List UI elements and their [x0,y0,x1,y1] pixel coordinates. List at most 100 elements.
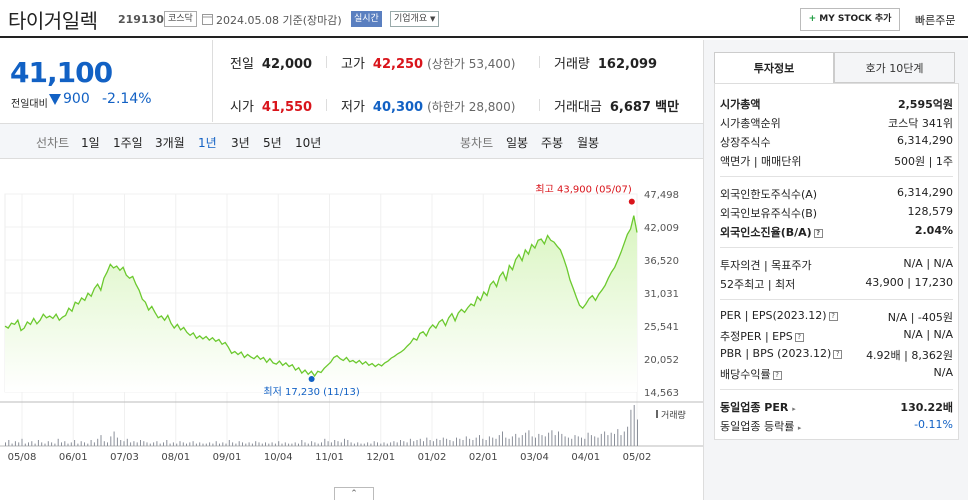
chevron-right-icon[interactable]: ▸ [792,405,796,413]
volume-bar [41,442,43,446]
period-5y[interactable]: 5년 [263,136,282,150]
y-tick-label: 36,520 [644,256,679,267]
volume-bar [212,443,214,446]
stat-value: 162,099 [597,57,658,72]
volume-bar [432,441,434,446]
candle-monthly[interactable]: 월봉 [577,136,600,150]
volume-bar [377,442,378,446]
fast-order-link[interactable]: 빠른주문 [915,14,956,27]
volume-bar [21,438,23,446]
volume-bar [47,441,49,446]
row-market-cap: 시가총액 2,595억원 [720,96,953,114]
row-label: 외국인소진율(B/A)? [720,224,823,240]
company-overview-dropdown[interactable]: 기업개요 ▼ [390,11,440,27]
help-icon[interactable]: ? [794,332,804,342]
stat-volume: 거래량 162,099 [554,53,657,72]
help-icon[interactable]: ? [833,349,843,359]
collapse-toggle[interactable]: ⌃ [334,487,374,500]
volume-bar [495,438,497,446]
volume-bar [360,443,362,446]
company-overview-label: 기업개요 [394,14,428,24]
upper-limit: (상한가 53,400) [427,57,516,71]
candle-weekly[interactable]: 주봉 [541,136,564,150]
volume-bar [57,438,59,446]
volume-bar [176,443,178,446]
volume-bar [248,442,250,446]
volume-bar [363,443,365,446]
row-value: 코스닥 341위 [888,117,953,130]
row-label: 투자의견 | 목표주가 [720,259,812,272]
tab-orderbook[interactable]: 호가 10단계 [834,52,955,83]
period-1d[interactable]: 1일 [81,136,100,150]
volume-bar [97,438,99,446]
divider [326,56,327,68]
stat-value: 42,250 [372,57,424,72]
chart-period-bar: 선차트 1일 1주일 3개월 1년 3년 5년 10년 봉차트 일봉 주봉 월봉 [0,123,703,159]
volume-bar [353,443,355,446]
volume-bar [209,442,211,446]
volume-bar [255,441,257,446]
row-sector-rate: 동일업종 등락률 ▸ -0.11% [720,418,953,436]
y-tick-label: 14,563 [644,388,679,399]
row-cap-rank: 시가총액순위 코스닥 341위 [720,115,953,133]
candle-daily[interactable]: 일봉 [506,136,529,150]
volume-bar [620,435,622,446]
stat-label: 시가 [230,100,254,115]
volume-bar [502,431,503,446]
volume-bar [604,431,606,446]
period-1w[interactable]: 1주일 [113,136,143,150]
volume-bar [396,442,398,446]
volume-bar [225,443,227,446]
period-1y[interactable]: 1년 [198,136,217,150]
volume-bar [70,442,72,446]
volume-bar [61,442,62,446]
volume-bar [219,443,220,446]
period-3y[interactable]: 3년 [231,136,250,150]
row-value: 43,900 | 17,230 [865,276,953,289]
add-mystock-label: MY STOCK 추가 [819,14,892,24]
divider [720,176,953,177]
price-chart[interactable]: 47,498 42,009 36,520 31,031 25,541 20,052 14,5… [0,160,703,500]
current-price: 41,100 [10,56,113,89]
volume-bar [548,432,550,446]
help-icon[interactable]: ? [813,228,823,238]
change-rate: -2.14% [102,91,152,107]
volume-bar [245,443,247,446]
volume-bar [413,441,415,446]
volume-bar [627,426,629,446]
volume-bar [311,441,313,446]
period-3m[interactable]: 3개월 [155,136,185,150]
volume-bar [8,440,10,446]
stat-label: 거래량 [554,57,590,72]
help-icon[interactable]: ? [828,311,838,321]
volume-bar [163,442,164,446]
divider [720,299,953,300]
volume-bar [169,443,171,446]
volume-bar [554,435,556,446]
volume-bar [340,442,342,446]
y-tick-label: 25,541 [644,322,679,333]
volume-bar [475,437,477,446]
tab-investment-info[interactable]: 투자정보 [714,52,834,83]
divider [720,247,953,248]
volume-bar [439,440,441,446]
volume-bar [508,438,510,446]
volume-bar [607,435,609,446]
add-mystock-button[interactable]: + MY STOCK 추가 [800,8,900,31]
volume-bar [538,433,540,446]
help-icon[interactable]: ? [772,370,782,380]
row-value: 6,314,290 [897,134,953,147]
y-tick-label: 47,498 [644,190,679,201]
period-10y[interactable]: 10년 [295,136,322,150]
volume-bar [485,440,487,446]
volume-bar [419,438,421,446]
volume-bar [37,440,39,446]
chevron-down-icon: ▼ [430,15,436,23]
chevron-right-icon[interactable]: ▸ [797,424,802,432]
realtime-badge[interactable]: 실시간 [351,11,382,27]
high-point-marker [628,198,635,205]
volume-bar [623,431,625,446]
price-chart-svg: 47,498 42,009 36,520 31,031 25,541 20,052 14,5… [0,184,703,463]
row-value: N/A | -405원 [887,311,953,324]
